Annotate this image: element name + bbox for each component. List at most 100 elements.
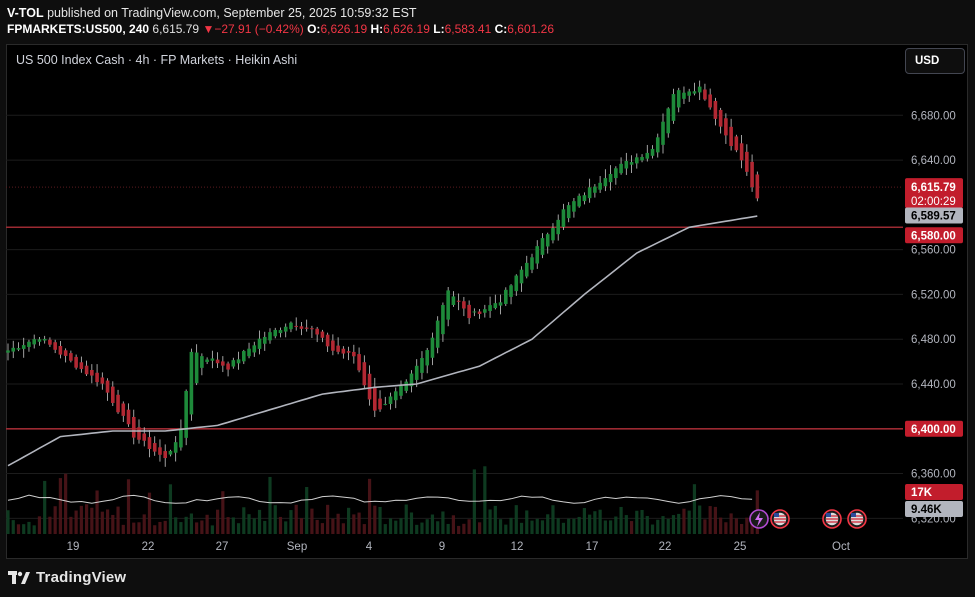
volume-bar — [168, 484, 173, 534]
y-tick-label: 6,360.00 — [911, 469, 956, 481]
volume-bar — [195, 522, 199, 534]
candle-body — [16, 348, 21, 350]
candle-body — [582, 195, 587, 202]
volume-bar — [236, 523, 241, 534]
candle-body — [697, 86, 702, 93]
volume-bar — [740, 523, 744, 534]
tradingview-wordmark: TradingView — [36, 569, 127, 586]
ohlc-legend: FPMARKETS:US500, 240 6,615.79 ▼−27.91 (−… — [7, 22, 554, 36]
volume-bar — [446, 523, 450, 534]
volume-bar — [153, 525, 157, 534]
candle-body — [451, 296, 456, 306]
lightning-icon — [755, 512, 763, 527]
us-flag-event-icon — [770, 509, 790, 529]
volume-bar — [326, 504, 330, 534]
high-label: H: — [370, 22, 384, 36]
symbol-label: FPMARKETS:US500, 240 — [7, 22, 150, 36]
candle-body — [614, 168, 618, 179]
volume-bar — [6, 510, 10, 534]
candle-body — [304, 327, 309, 329]
candle-body — [252, 345, 257, 353]
candle-body — [598, 182, 602, 190]
candle-body — [655, 137, 660, 153]
low-value: 6,583.41 — [444, 22, 492, 36]
candle-body — [593, 186, 597, 193]
candle-body — [58, 345, 63, 355]
candle-body — [755, 174, 760, 199]
candle-body — [226, 363, 230, 370]
candle-body — [362, 362, 367, 386]
volume-bar — [48, 516, 52, 534]
volume-bar — [320, 523, 324, 534]
level-upper-badge-bg — [905, 227, 963, 244]
volume-bar — [79, 505, 83, 534]
candle-body — [357, 354, 361, 371]
candle-body — [750, 161, 754, 188]
volume-bar — [231, 517, 235, 534]
candle-body — [718, 109, 723, 127]
ma-badge-bg — [905, 207, 963, 224]
volume-bar — [614, 516, 618, 534]
candle-body — [472, 311, 477, 313]
candle-body — [446, 290, 450, 320]
candle-body — [231, 360, 236, 367]
volume-bar — [116, 506, 120, 534]
volume-bar — [58, 478, 62, 534]
volume-bar — [645, 516, 649, 534]
candle-body — [111, 386, 115, 403]
volume-bar — [698, 505, 702, 534]
volume-bar — [111, 514, 115, 534]
price-change: −27.91 (−0.42%) — [214, 22, 304, 36]
volume-bar — [540, 520, 545, 534]
close-value: 6,601.26 — [507, 22, 555, 36]
volume-bar — [121, 524, 125, 534]
volume-bar — [661, 516, 665, 534]
candle-body — [42, 338, 47, 341]
volume-bar — [268, 476, 272, 534]
candle-body — [430, 337, 435, 358]
moving-average-line — [7, 215, 758, 467]
publisher-name: V-TOL — [7, 6, 44, 20]
volume-bar — [74, 510, 78, 534]
currency-button[interactable]: USD — [905, 48, 965, 74]
candle-body — [163, 451, 167, 459]
candle-body — [210, 358, 215, 361]
candle-body — [289, 322, 293, 330]
volume-bar — [514, 505, 518, 534]
x-tick-label: Oct — [832, 541, 851, 553]
x-tick-label: 27 — [216, 541, 229, 553]
candle-body — [147, 437, 152, 449]
candle-body — [184, 391, 188, 438]
volume-bar — [383, 524, 387, 534]
candle-body — [425, 350, 429, 366]
event-icons — [749, 509, 867, 529]
volume-bar — [509, 517, 513, 534]
flag-canton — [826, 513, 831, 517]
volume-bar — [341, 523, 345, 534]
volume-bar — [493, 505, 497, 534]
volume-bar — [252, 518, 256, 534]
candle-body — [734, 136, 739, 151]
volume-bar — [609, 520, 613, 534]
low-label: L: — [433, 22, 445, 36]
volume-bar — [226, 517, 230, 534]
us-flag-event-icon — [822, 509, 842, 529]
volume-bar — [656, 519, 660, 534]
candle-body — [483, 309, 487, 313]
volume-bar — [373, 505, 377, 534]
candle-body — [79, 362, 84, 370]
volume-bar — [483, 466, 487, 534]
volume-bar — [577, 516, 581, 534]
volume-bar — [362, 524, 366, 534]
candle-body — [603, 178, 608, 187]
volume-bar — [100, 511, 104, 534]
volume-bar — [257, 509, 262, 534]
candle-body — [650, 148, 655, 156]
volume-bar — [284, 521, 288, 534]
candle-body — [399, 386, 403, 396]
volume-bar — [53, 506, 57, 534]
candle-body — [378, 398, 382, 410]
candle-body — [142, 433, 147, 441]
volume-ma-line — [7, 494, 753, 504]
